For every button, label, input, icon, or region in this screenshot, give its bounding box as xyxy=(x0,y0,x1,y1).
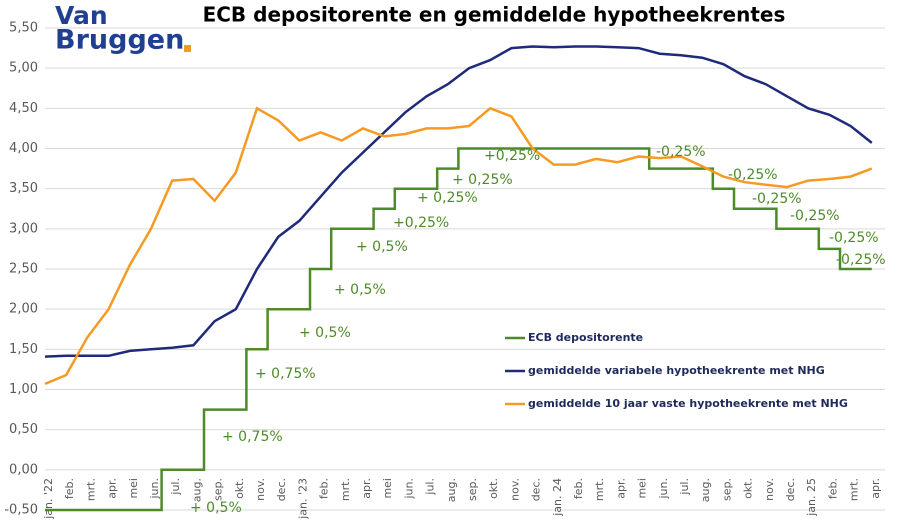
x-tick-label: okt. xyxy=(487,478,500,499)
x-tick-label: sep. xyxy=(466,478,479,501)
x-tick-label: mrt. xyxy=(848,478,861,501)
x-tick-label: nov. xyxy=(508,478,521,501)
y-tick-label: 3,00 xyxy=(9,221,38,236)
y-tick-label: 2,00 xyxy=(9,302,38,317)
annotation: + 0,5% xyxy=(334,282,386,298)
annotation: + 0,75% xyxy=(255,366,316,382)
y-tick-label: 3,50 xyxy=(9,181,38,196)
annotation: -0,25% xyxy=(829,230,879,246)
x-tick-label: jan. '23 xyxy=(296,478,309,520)
x-tick-label: mei xyxy=(127,478,140,499)
annotation: + 0,25% xyxy=(452,172,513,188)
annotation: +0,25% xyxy=(393,215,449,231)
y-tick-label: 4,00 xyxy=(9,141,38,156)
logo-line2: Bruggen xyxy=(55,25,184,56)
y-tick-label: -0,50 xyxy=(4,503,38,518)
y-tick-label: 0,50 xyxy=(9,422,38,437)
x-tick-label: sep. xyxy=(212,478,225,501)
y-tick-label: 1,50 xyxy=(9,342,38,357)
x-tick-label: mei xyxy=(636,478,649,499)
annotation: + 0,25% xyxy=(417,190,478,206)
x-tick-label: jan. 24 xyxy=(551,478,564,517)
annotation: -0,25% xyxy=(836,252,886,268)
annotation: -0,25% xyxy=(728,167,778,183)
y-tick-label: 0,00 xyxy=(9,462,38,477)
series-line xyxy=(44,106,873,386)
x-tick-label: aug. xyxy=(445,478,458,502)
series-line xyxy=(45,147,872,512)
x-tick-label: okt. xyxy=(233,478,246,499)
x-tick-label: mrt. xyxy=(84,478,97,501)
annotation: -0,25% xyxy=(656,144,706,160)
x-tick-label: okt. xyxy=(742,478,755,499)
annotation: + 0,5% xyxy=(356,239,408,255)
annotation: + 0,5% xyxy=(299,325,351,341)
annotation: -0,25% xyxy=(790,208,840,224)
legend-label: gemiddelde variabele hypotheekrente met … xyxy=(528,364,825,377)
x-tick-label: aug. xyxy=(699,478,712,502)
x-tick-label: dec. xyxy=(275,478,288,501)
x-tick-label: feb. xyxy=(826,478,839,499)
x-tick-label: jan. '22 xyxy=(42,478,55,520)
x-tick-label: jun. xyxy=(402,478,415,500)
x-tick-label: dec. xyxy=(784,478,797,501)
y-tick-label: 5,00 xyxy=(9,61,38,76)
y-tick-label: 1,00 xyxy=(9,382,38,397)
x-tick-label: jan. 25 xyxy=(805,478,818,517)
x-tick-label: mrt. xyxy=(593,478,606,501)
annotation: +0,25% xyxy=(484,148,540,164)
logo-dot xyxy=(184,45,191,52)
x-tick-label: jun. xyxy=(657,478,670,500)
x-tick-label: aug. xyxy=(190,478,203,502)
chart-title: ECB depositorente en gemiddelde hypothee… xyxy=(203,3,786,27)
x-tick-label: jul. xyxy=(424,478,437,496)
x-tick-label: jul. xyxy=(169,478,182,496)
logo-line1: Van xyxy=(55,1,108,30)
y-tick-label: 2,50 xyxy=(9,262,38,277)
annotation: + 0,75% xyxy=(222,429,283,445)
x-tick-label: mrt. xyxy=(339,478,352,501)
x-tick-label: feb. xyxy=(572,478,585,499)
y-tick-label: 4,50 xyxy=(9,101,38,116)
x-tick-label: dec. xyxy=(530,478,543,501)
x-tick-label: apr. xyxy=(106,478,119,499)
series-line xyxy=(44,45,873,358)
x-tick-label: apr. xyxy=(869,478,882,499)
legend-label: ECB depositorente xyxy=(528,331,643,344)
x-tick-label: feb. xyxy=(63,478,76,499)
x-tick-label: feb. xyxy=(318,478,331,499)
x-tick-label: apr. xyxy=(614,478,627,499)
annotation: -0,25% xyxy=(752,191,802,207)
legend-label: gemiddelde 10 jaar vaste hypotheekrente … xyxy=(528,397,848,410)
x-tick-label: apr. xyxy=(360,478,373,499)
y-tick-label: 5,50 xyxy=(9,21,38,36)
x-tick-label: nov. xyxy=(763,478,776,501)
x-tick-label: jul. xyxy=(678,478,691,496)
x-tick-label: sep. xyxy=(720,478,733,501)
annotation: + 0,5% xyxy=(190,500,242,516)
x-tick-label: jun. xyxy=(148,478,161,500)
x-tick-label: mei xyxy=(381,478,394,499)
x-tick-label: nov. xyxy=(254,478,267,501)
